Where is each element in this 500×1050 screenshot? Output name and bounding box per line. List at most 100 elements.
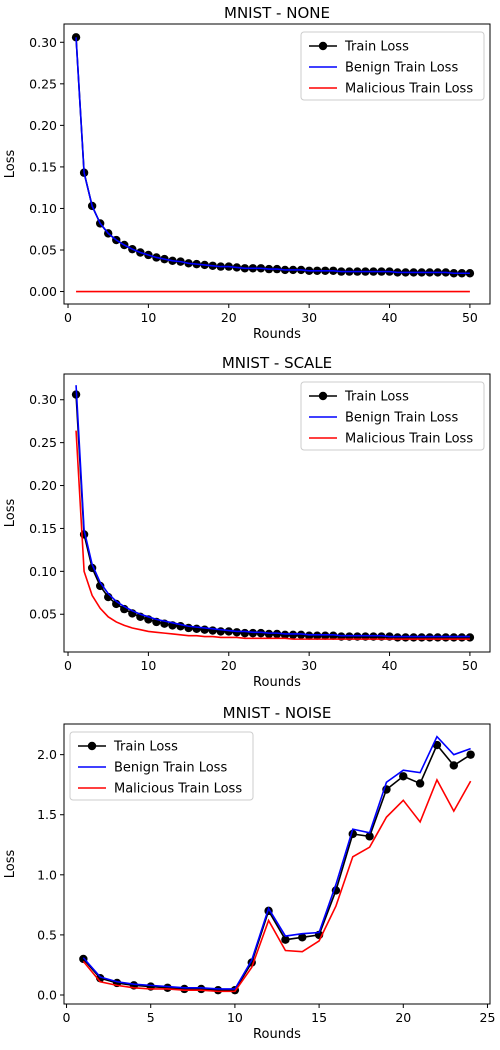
y-tick-label: 0.20	[29, 118, 57, 133]
x-axis-label: Rounds	[253, 1027, 301, 1042]
chart-title: MNIST - NONE	[224, 4, 330, 22]
data-point	[433, 633, 442, 642]
legend-entry: Benign Train Loss	[345, 411, 458, 426]
legend: Train Loss Benign Train Loss Malicious Tra…	[300, 31, 485, 101]
data-point	[304, 631, 314, 640]
data-point	[240, 628, 250, 638]
data-point	[417, 633, 426, 642]
legend-entry: Train Loss	[344, 390, 409, 405]
legend-entry: Train Loss	[113, 740, 178, 755]
data-point	[213, 985, 223, 995]
data-point	[224, 627, 233, 636]
data-point	[312, 631, 322, 640]
legend-entry: Benign Train Loss	[114, 761, 227, 776]
data-point	[298, 933, 307, 942]
x-axis-label: Rounds	[253, 327, 301, 342]
data-point	[200, 625, 209, 634]
data-point	[399, 772, 408, 781]
data-point	[272, 629, 282, 639]
y-tick-label: 2.0	[37, 747, 57, 762]
x-tick-label: 0	[63, 1010, 71, 1025]
legend-box	[300, 31, 485, 101]
axes-frame	[63, 373, 491, 653]
data-point	[232, 628, 242, 637]
y-axis-label: Loss	[3, 850, 18, 879]
x-tick-label: 0	[64, 310, 72, 325]
data-point	[281, 935, 290, 944]
legend-box	[300, 381, 485, 451]
x-tick-label: 5	[147, 1010, 155, 1025]
y-tick-label: 0.0	[37, 987, 57, 1002]
data-point	[393, 633, 402, 642]
axes-frame	[63, 723, 491, 1005]
data-point	[415, 779, 425, 788]
legend-box	[69, 731, 254, 801]
y-axis-label: Loss	[3, 150, 18, 179]
data-point	[256, 628, 266, 638]
x-tick-label: 30	[301, 310, 317, 325]
legend: Train Loss Benign Train Loss Malicious Tra…	[69, 731, 254, 801]
y-tick-label: 0.00	[29, 284, 57, 299]
series-line-malicious-train-loss	[75, 430, 470, 640]
y-tick-label: 0.05	[29, 607, 57, 622]
x-tick-label: 30	[301, 658, 317, 673]
y-tick-label: 1.0	[37, 867, 57, 882]
y-tick-label: 0.5	[37, 927, 57, 942]
x-tick-label: 50	[462, 310, 478, 325]
legend-marker	[318, 41, 328, 51]
data-point	[401, 633, 410, 642]
data-point	[409, 633, 418, 642]
y-tick-label: 1.5	[37, 807, 57, 822]
legend-marker	[87, 741, 97, 751]
x-axis-label: Rounds	[253, 675, 301, 690]
data-point	[321, 631, 330, 640]
y-tick-label: 0.20	[29, 478, 57, 493]
y-tick-label: 0.30	[29, 392, 57, 407]
series-line-benign-train-loss	[75, 37, 470, 275]
data-point	[248, 628, 258, 638]
legend-entry: Malicious Train Loss	[114, 782, 242, 797]
data-point	[197, 984, 206, 994]
x-tick-label: 40	[382, 310, 398, 325]
y-tick-label: 0.10	[29, 201, 57, 216]
x-tick-label: 0	[64, 658, 72, 673]
legend-marker	[318, 391, 328, 401]
data-point	[180, 984, 189, 994]
data-point	[280, 630, 290, 640]
x-tick-label: 50	[462, 658, 478, 673]
y-tick-label: 0.30	[29, 35, 57, 50]
data-point	[441, 633, 450, 642]
y-tick-label: 0.25	[29, 435, 57, 450]
chart-title: MNIST - SCALE	[222, 354, 332, 372]
plot-area	[71, 33, 475, 293]
data-point	[365, 832, 374, 841]
data-point	[449, 761, 458, 770]
chart-title: MNIST - NOISE	[223, 704, 332, 722]
data-point	[466, 750, 475, 759]
x-tick-label: 10	[140, 658, 156, 673]
y-tick-label: 0.05	[29, 242, 57, 257]
data-point	[192, 624, 201, 634]
x-tick-label: 20	[221, 310, 237, 325]
data-point	[264, 629, 274, 639]
series-line-benign-train-loss	[82, 735, 471, 990]
plot-area	[71, 385, 475, 642]
data-point	[449, 633, 459, 642]
data-point	[329, 631, 338, 640]
x-tick-label: 20	[395, 1010, 411, 1025]
legend: Train Loss Benign Train Loss Malicious Tra…	[300, 381, 485, 451]
data-point	[208, 626, 217, 635]
x-tick-label: 20	[221, 658, 237, 673]
x-tick-label: 40	[382, 658, 398, 673]
data-point	[216, 627, 225, 636]
legend-entry: Malicious Train Loss	[345, 82, 473, 97]
x-tick-label: 10	[227, 1010, 243, 1025]
data-point	[465, 633, 475, 642]
axes-frame	[63, 23, 491, 305]
data-point	[163, 983, 172, 992]
y-tick-label: 0.15	[29, 159, 57, 174]
data-point	[296, 630, 306, 640]
x-tick-label: 10	[140, 310, 156, 325]
y-tick-label: 0.25	[29, 76, 57, 91]
